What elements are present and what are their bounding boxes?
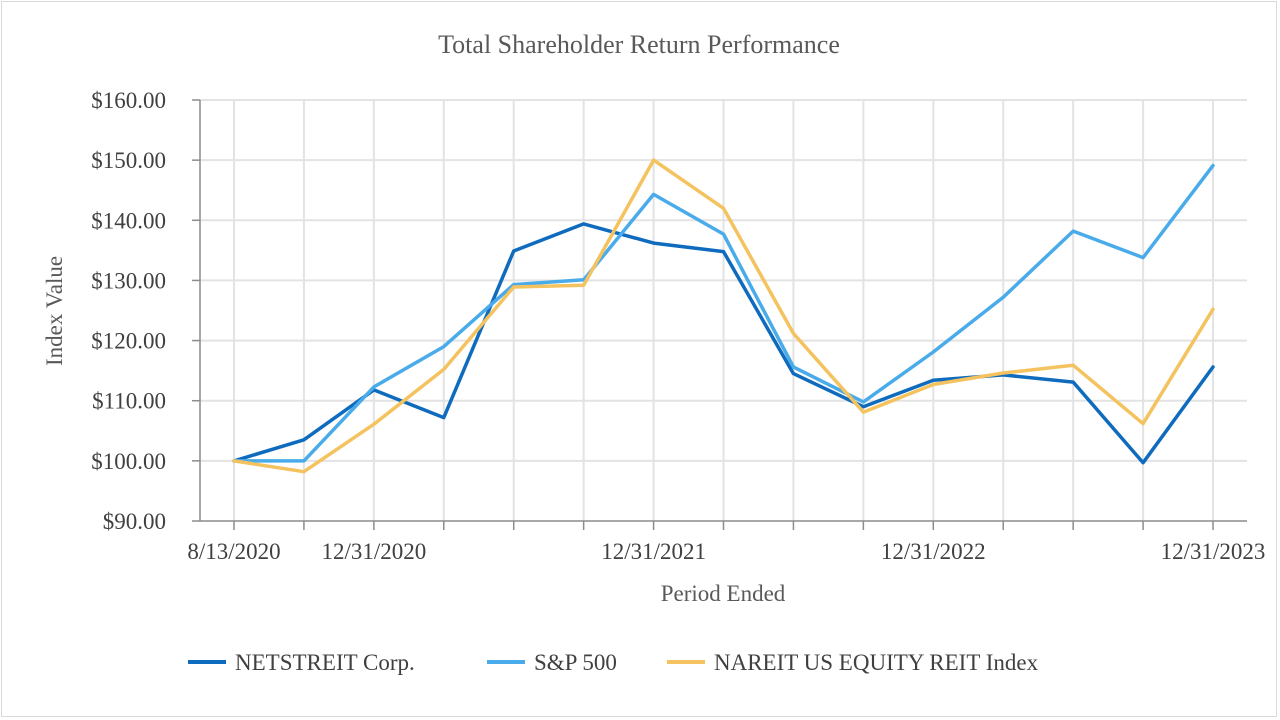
y-tick-label: $160.00 [91, 88, 166, 113]
chart-title: Total Shareholder Return Performance [438, 30, 840, 59]
x-tick-labels: 8/13/2020 12/31/2020 12/31/2021 12/31/2022 1… [187, 539, 1265, 564]
legend-label: NAREIT US EQUITY REIT Index [714, 650, 1039, 675]
y-tick-label: $130.00 [91, 268, 166, 293]
legend-item: NAREIT US EQUITY REIT Index [667, 650, 1039, 675]
legend-label: NETSTREIT Corp. [235, 650, 415, 675]
legend-item: NETSTREIT Corp. [188, 650, 415, 675]
x-tick-label: 8/13/2020 [187, 539, 280, 564]
y-tick-label: $110.00 [92, 389, 166, 414]
series-lines [232, 158, 1215, 474]
y-tick-labels: $90.00 $100.00 $110.00 $120.00 $130.00 $140.0… [91, 88, 166, 534]
legend-label: S&P 500 [534, 650, 617, 675]
y-tick-label: $120.00 [91, 329, 166, 354]
x-tick-label: 12/31/2020 [321, 539, 426, 564]
y-tick-label: $150.00 [91, 148, 166, 173]
x-axis-label: Period Ended [661, 581, 786, 606]
series-line-netstreit-corp [232, 222, 1215, 465]
series-line-s-p-500 [232, 163, 1215, 463]
gridlines [200, 99, 1247, 521]
y-tick-label: $90.00 [103, 509, 166, 534]
axes [192, 99, 1247, 530]
y-axis-label: Index Value [42, 256, 67, 366]
y-tick-label: $100.00 [91, 449, 166, 474]
x-tick-label: 12/31/2023 [1161, 539, 1266, 564]
legend: NETSTREIT Corp. S&P 500 NAREIT US EQUITY R… [188, 650, 1039, 675]
x-tick-label: 12/31/2021 [601, 539, 706, 564]
series-line-nareit-us-equity-reit-index [232, 158, 1215, 474]
x-tick-label: 12/31/2022 [881, 539, 986, 564]
y-tick-label: $140.00 [91, 208, 166, 233]
legend-item: S&P 500 [487, 650, 617, 675]
